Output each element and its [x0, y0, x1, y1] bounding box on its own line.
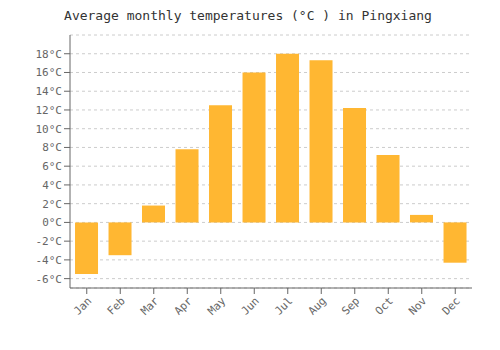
svg-text:Aug: Aug	[306, 294, 329, 317]
svg-text:Jun: Jun	[239, 294, 262, 317]
svg-text:Apr: Apr	[172, 294, 196, 318]
svg-text:-4°C: -4°C	[36, 254, 63, 267]
svg-text:Feb: Feb	[105, 294, 128, 317]
svg-text:18°C: 18°C	[36, 48, 63, 61]
svg-text:16°C: 16°C	[36, 66, 63, 79]
svg-text:-6°C: -6°C	[36, 273, 63, 286]
svg-text:2°C: 2°C	[42, 198, 62, 211]
svg-text:Dec: Dec	[440, 294, 463, 317]
svg-text:Jul: Jul	[272, 294, 295, 317]
svg-text:4°C: 4°C	[42, 179, 62, 192]
svg-text:Mar: Mar	[138, 294, 162, 318]
svg-text:Sep: Sep	[339, 294, 362, 317]
svg-text:Oct: Oct	[373, 294, 396, 317]
svg-text:May: May	[205, 294, 229, 318]
svg-text:10°C: 10°C	[36, 123, 63, 136]
svg-text:Nov: Nov	[406, 294, 430, 318]
svg-text:12°C: 12°C	[36, 104, 63, 117]
svg-text:0°C: 0°C	[42, 216, 62, 229]
svg-text:14°C: 14°C	[36, 85, 63, 98]
svg-text:8°C: 8°C	[42, 141, 62, 154]
svg-text:6°C: 6°C	[42, 160, 62, 173]
html-text:Average monthly temperatures (: Average monthly temperatures (°C ) in Pi…	[64, 8, 432, 23]
svg-text:Jan: Jan	[71, 294, 94, 317]
svg-text:-2°C: -2°C	[36, 235, 63, 248]
